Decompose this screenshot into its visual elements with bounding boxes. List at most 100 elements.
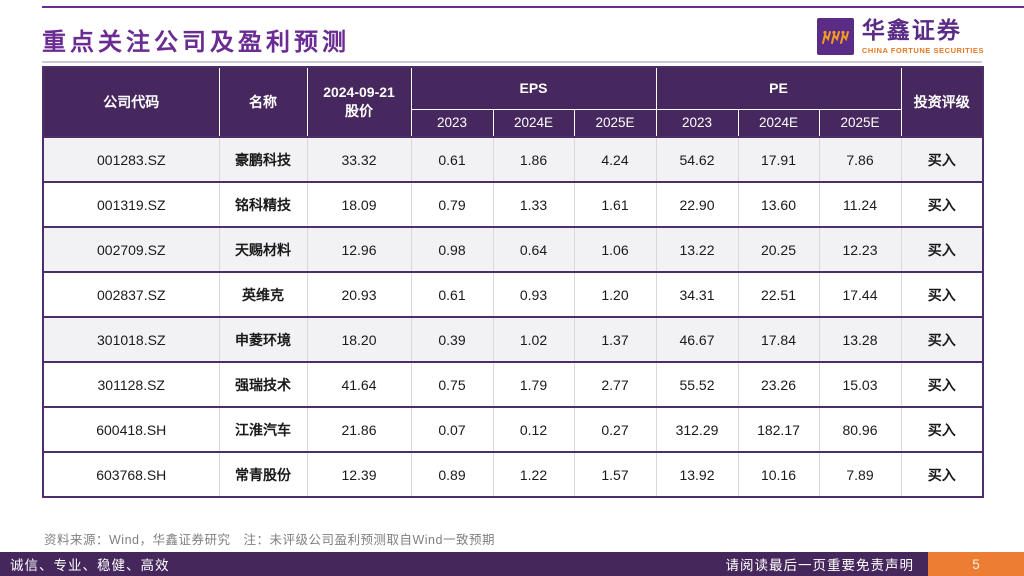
company-name-cell: 天赐材料: [218, 226, 308, 273]
eps-2024e-cell: 0.12: [492, 406, 575, 453]
price-cell: 41.64: [306, 361, 412, 408]
title-divider: [42, 61, 982, 63]
col-header-code: 公司代码: [42, 66, 220, 138]
eps-2024e-cell: 0.93: [492, 271, 575, 318]
pe-2025e-cell: 15.03: [818, 361, 902, 408]
company-code-cell: 301018.SZ: [42, 316, 220, 363]
eps-2024e-cell: 1.33: [492, 181, 575, 228]
eps-2024e-cell: 1.02: [492, 316, 575, 363]
col-header-eps-2025e: 2025E: [573, 108, 657, 138]
eps-2023-cell: 0.89: [410, 451, 494, 498]
footer-motto: 诚信、专业、稳健、高效: [10, 558, 170, 573]
eps-2023-cell: 0.61: [410, 136, 494, 183]
pe-2025e-cell: 13.28: [818, 316, 902, 363]
forecast-table: 公司代码 名称 2024-09-21 股价 EPS PE 投资评级 2023 2…: [42, 66, 984, 498]
eps-2025e-cell: 0.27: [573, 406, 657, 453]
table-body: 001283.SZ 豪鹏科技 33.32 0.61 1.86 4.24 54.62 17.91…: [42, 136, 984, 498]
col-group-pe: PE: [655, 66, 902, 110]
rating-cell: 买入: [900, 316, 984, 363]
brand-logo: 华鑫证券 CHINA FORTUNE SECURITIES: [816, 12, 984, 55]
pe-2025e-cell: 7.86: [818, 136, 902, 183]
eps-2023-cell: 0.75: [410, 361, 494, 408]
table-row: 002709.SZ 天赐材料 12.96 0.98 0.64 1.06 13.22 20.25…: [42, 226, 984, 273]
table-row: 603768.SH 常青股份 12.39 0.89 1.22 1.57 13.92 10.16…: [42, 451, 984, 498]
rating-cell: 买入: [900, 451, 984, 498]
eps-2024e-cell: 0.64: [492, 226, 575, 273]
table-row: 001283.SZ 豪鹏科技 33.32 0.61 1.86 4.24 54.62 17.91…: [42, 136, 984, 183]
col-header-pe-2023: 2023: [655, 108, 739, 138]
price-cell: 33.32: [306, 136, 412, 183]
pe-2025e-cell: 80.96: [818, 406, 902, 453]
eps-2025e-cell: 1.57: [573, 451, 657, 498]
rating-cell: 买入: [900, 271, 984, 318]
price-cell: 20.93: [306, 271, 412, 318]
company-code-cell: 600418.SH: [42, 406, 220, 453]
company-name-cell: 江淮汽车: [218, 406, 308, 453]
eps-2025e-cell: 2.77: [573, 361, 657, 408]
pe-2025e-cell: 17.44: [818, 271, 902, 318]
footer-disclaimer: 请阅读最后一页重要免责声明: [725, 558, 914, 573]
pe-2024e-cell: 13.60: [737, 181, 820, 228]
eps-2024e-cell: 1.79: [492, 361, 575, 408]
rating-cell: 买入: [900, 361, 984, 408]
brand-name: 华鑫证券: [861, 17, 962, 44]
col-header-price: 2024-09-21 股价: [306, 66, 412, 138]
company-code-cell: 002837.SZ: [42, 271, 220, 318]
col-header-name: 名称: [218, 66, 308, 138]
company-name-cell: 常青股份: [218, 451, 308, 498]
rating-cell: 买入: [900, 181, 984, 228]
pe-2024e-cell: 23.26: [737, 361, 820, 408]
page-number: 5: [928, 552, 1024, 576]
company-code-cell: 001283.SZ: [42, 136, 220, 183]
pe-2023-cell: 22.90: [655, 181, 739, 228]
company-code-cell: 001319.SZ: [42, 181, 220, 228]
company-name-cell: 申菱环境: [218, 316, 308, 363]
eps-2023-cell: 0.61: [410, 271, 494, 318]
table-row: 301018.SZ 申菱环境 18.20 0.39 1.02 1.37 46.67 17.84…: [42, 316, 984, 363]
company-code-cell: 301128.SZ: [42, 361, 220, 408]
eps-2023-cell: 0.39: [410, 316, 494, 363]
eps-2025e-cell: 1.37: [573, 316, 657, 363]
company-name-cell: 豪鹏科技: [218, 136, 308, 183]
pe-2025e-cell: 7.89: [818, 451, 902, 498]
pe-2024e-cell: 17.84: [737, 316, 820, 363]
brand-text: 华鑫证券 CHINA FORTUNE SECURITIES: [861, 17, 984, 55]
rating-cell: 买入: [900, 136, 984, 183]
company-name-cell: 铭科精技: [218, 181, 308, 228]
eps-2023-cell: 0.07: [410, 406, 494, 453]
table-row: 001319.SZ 铭科精技 18.09 0.79 1.33 1.61 22.90 13.60…: [42, 181, 984, 228]
page-title: 重点关注公司及盈利预测: [42, 29, 350, 56]
col-header-pe-2025e: 2025E: [818, 108, 902, 138]
price-cell: 18.09: [306, 181, 412, 228]
eps-2024e-cell: 1.22: [492, 451, 575, 498]
pe-2024e-cell: 182.17: [737, 406, 820, 453]
slide-header: 重点关注公司及盈利预测 华鑫证券 C: [42, 12, 984, 60]
col-header-eps-2024e: 2024E: [492, 108, 575, 138]
pe-2023-cell: 55.52: [655, 361, 739, 408]
eps-2025e-cell: 1.06: [573, 226, 657, 273]
pe-2023-cell: 34.31: [655, 271, 739, 318]
col-group-eps: EPS: [410, 66, 657, 110]
table-row: 600418.SH 江淮汽车 21.86 0.07 0.12 0.27 312.29 182.…: [42, 406, 984, 453]
eps-2025e-cell: 1.61: [573, 181, 657, 228]
eps-2024e-cell: 1.86: [492, 136, 575, 183]
company-name-cell: 英维克: [218, 271, 308, 318]
price-cell: 18.20: [306, 316, 412, 363]
col-header-pe-2024e: 2024E: [737, 108, 820, 138]
pe-2024e-cell: 22.51: [737, 271, 820, 318]
footer-bar: 诚信、专业、稳健、高效 请阅读最后一页重要免责声明 5: [0, 552, 1024, 576]
pe-2023-cell: 13.22: [655, 226, 739, 273]
eps-2025e-cell: 1.20: [573, 271, 657, 318]
source-note: 资料来源：Wind，华鑫证券研究 注：未评级公司盈利预测取自Wind一致预期: [44, 533, 495, 547]
pe-2023-cell: 13.92: [655, 451, 739, 498]
company-code-cell: 603768.SH: [42, 451, 220, 498]
rating-cell: 买入: [900, 406, 984, 453]
top-divider: [42, 6, 1024, 8]
price-cell: 12.96: [306, 226, 412, 273]
col-header-eps-2023: 2023: [410, 108, 494, 138]
table-row: 301128.SZ 强瑞技术 41.64 0.75 1.79 2.77 55.52 23.26…: [42, 361, 984, 408]
pe-2023-cell: 46.67: [655, 316, 739, 363]
pe-2024e-cell: 20.25: [737, 226, 820, 273]
col-header-rating: 投资评级: [900, 66, 984, 138]
